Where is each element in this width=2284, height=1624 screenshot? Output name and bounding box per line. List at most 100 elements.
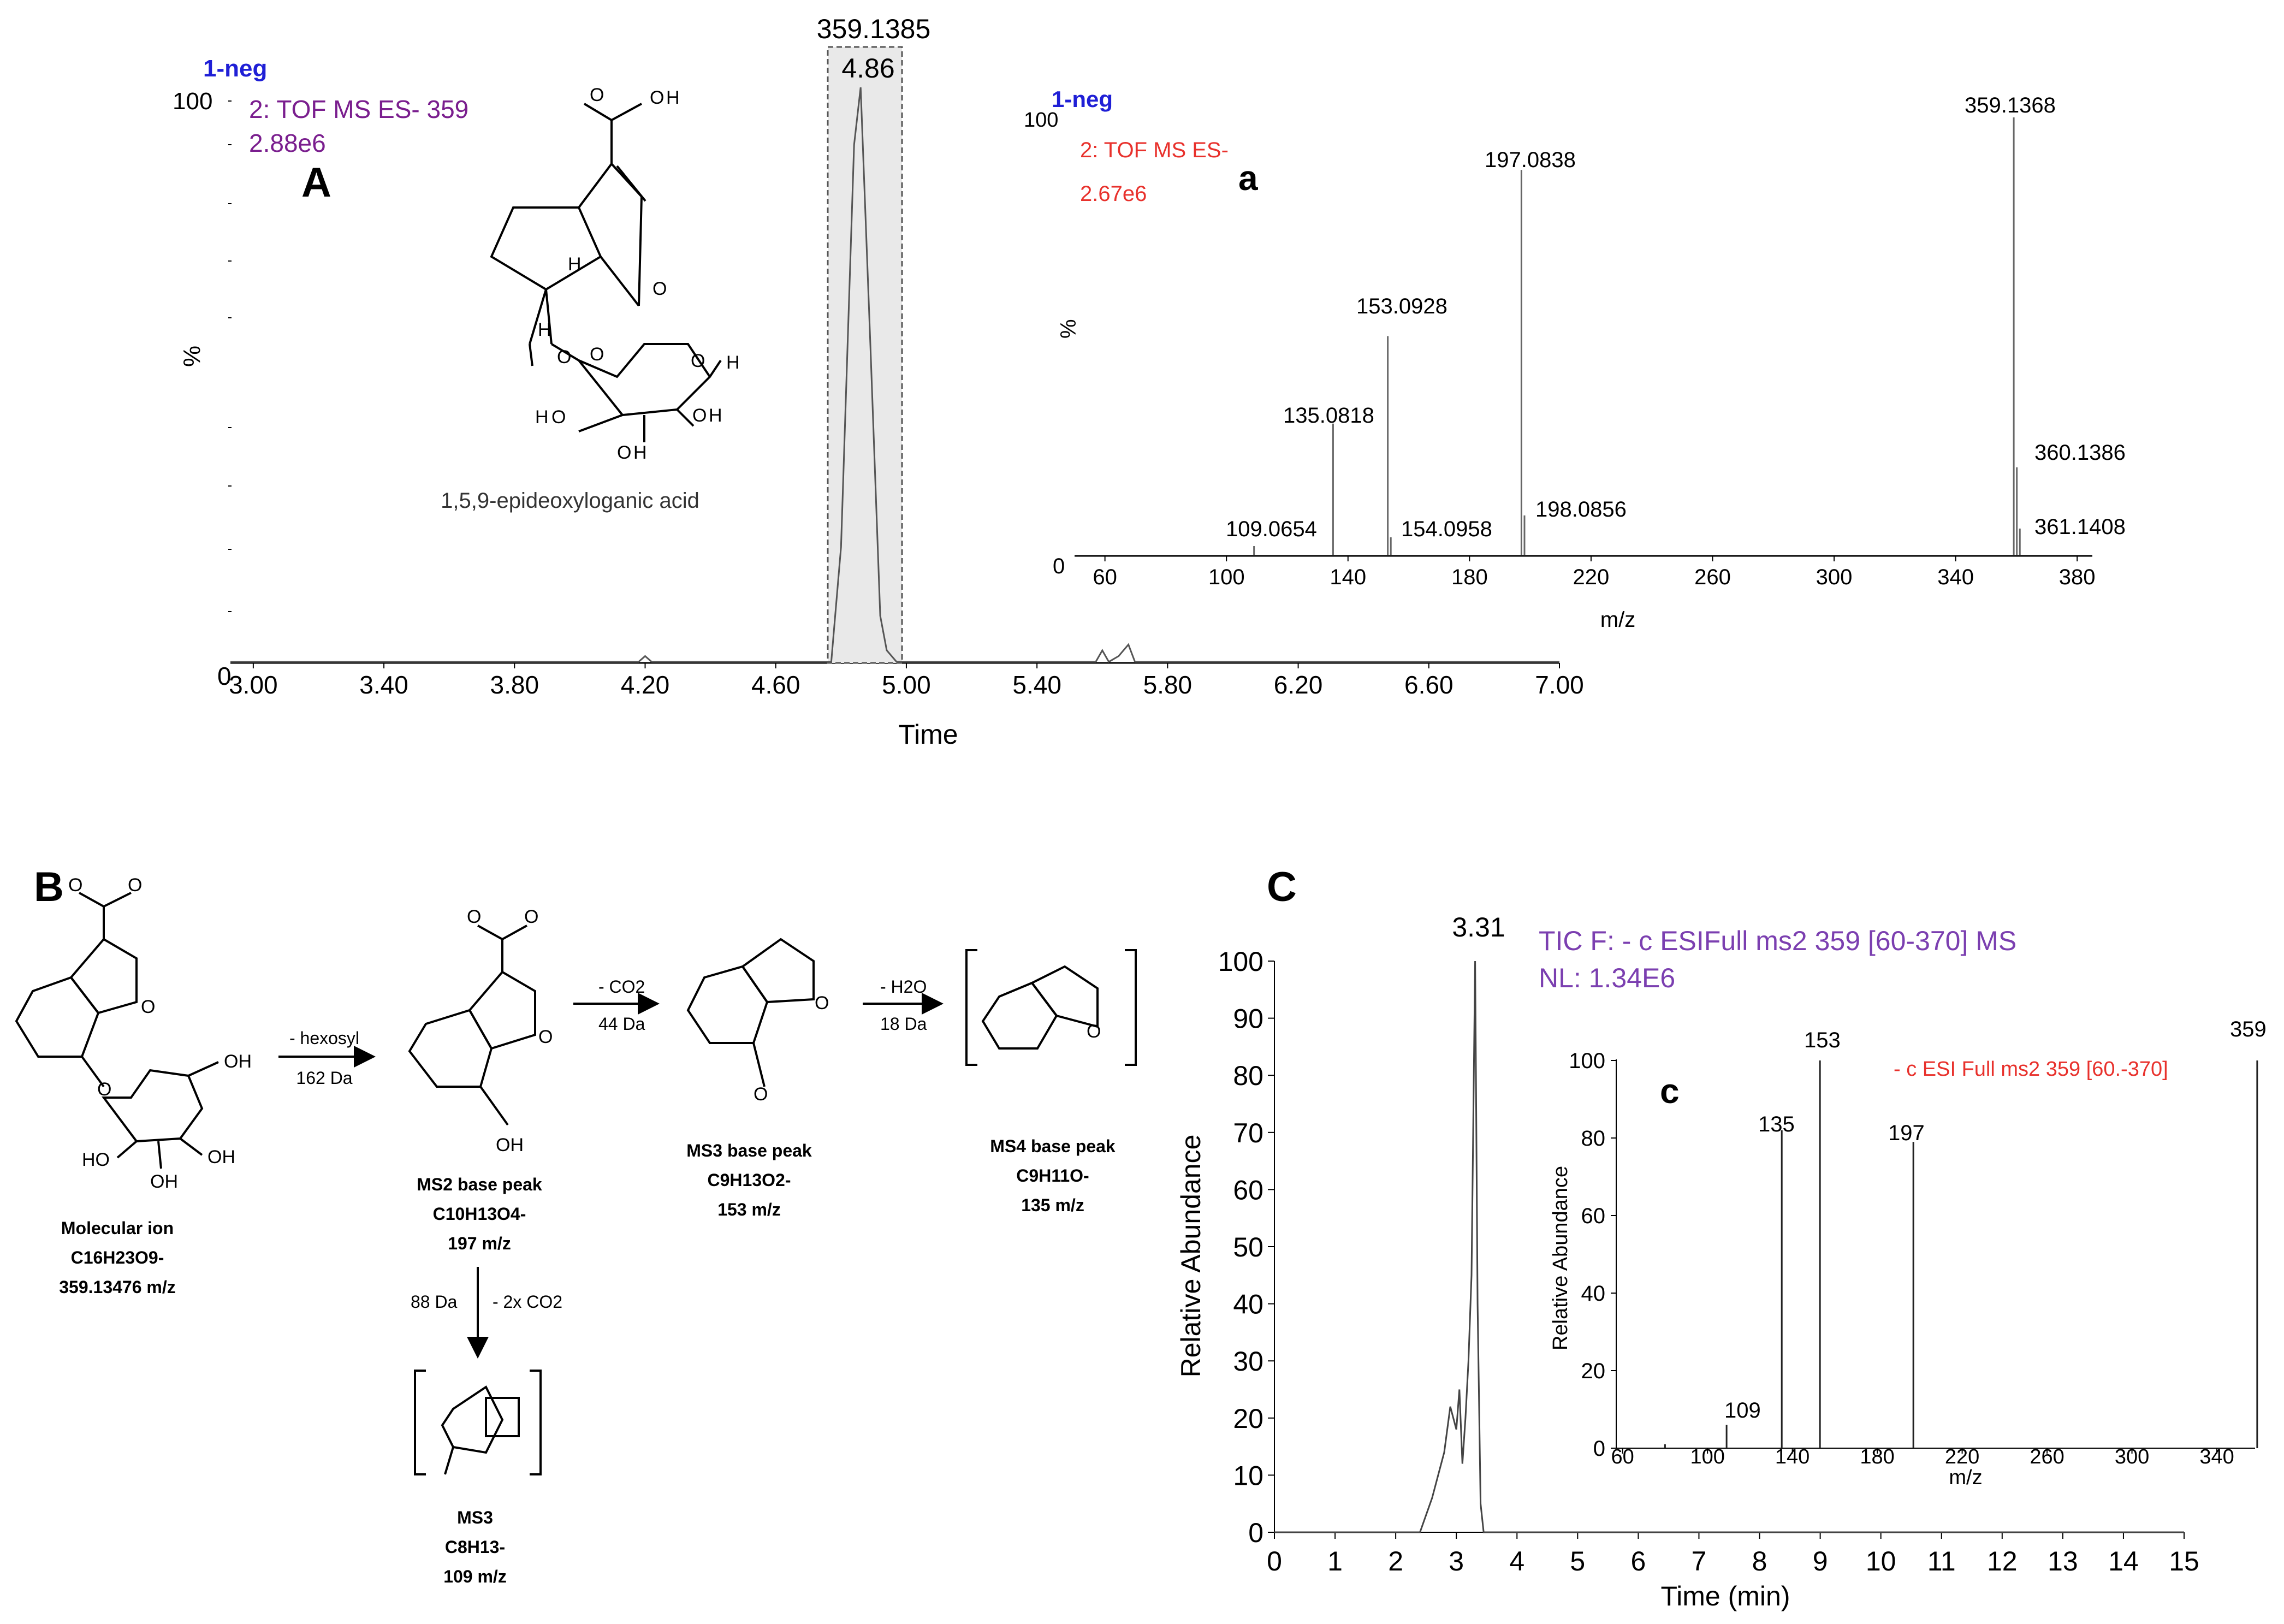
structure-ms3 xyxy=(686,938,815,1087)
molecular-ion-label: Molecular ion C16H23O9- 359.13476 m/z xyxy=(59,1218,176,1297)
svg-text:O: O xyxy=(557,347,571,368)
x-tick-label-c: 3 xyxy=(1449,1546,1464,1576)
x-tick-label-a-inset: 140 xyxy=(1330,565,1366,589)
svg-text:H: H xyxy=(535,407,549,428)
scan-label-c-inset: - c ESI Full ms2 359 [60.-370] xyxy=(1894,1058,2168,1081)
svg-text:H: H xyxy=(726,352,740,373)
y-tick-label-c: 60 xyxy=(1233,1175,1263,1205)
x-tick-label-c: 12 xyxy=(1987,1546,2018,1576)
svg-text:O: O xyxy=(652,278,667,299)
x-tick-label-a-inset: 300 xyxy=(1816,565,1853,589)
peak-label-109-0654: 109.0654 xyxy=(1226,517,1317,541)
x-tick-label-c: 0 xyxy=(1267,1546,1282,1576)
y-tick-label-c: 70 xyxy=(1233,1118,1263,1148)
molecular-ion-atoms: O O O O OH HO OH OH xyxy=(68,875,252,1192)
x-ticks-a-inset: 60 100 140 180 220 260 300 340 380 xyxy=(1093,556,2096,589)
peak-label-197-0838: 197.0838 xyxy=(1485,148,1576,172)
x-tick-label-a: 7.00 xyxy=(1535,671,1584,699)
y-tick-label-c: 80 xyxy=(1233,1060,1263,1091)
x-tick-label-c-inset: 180 xyxy=(1860,1445,1894,1468)
x-tick-label-a: 5.40 xyxy=(1012,671,1061,699)
y-zero-a-inset: 0 xyxy=(1053,554,1065,578)
svg-text:- 2x CO2: - 2x CO2 xyxy=(493,1292,562,1312)
svg-text:C9H13O2-: C9H13O2- xyxy=(708,1170,791,1190)
svg-text:MS4 base peak: MS4 base peak xyxy=(990,1136,1116,1156)
svg-text:O: O xyxy=(590,85,604,105)
svg-text:197 m/z: 197 m/z xyxy=(448,1234,511,1253)
x-title-a: Time xyxy=(898,719,958,750)
peak-label-197: 197 xyxy=(1888,1121,1925,1145)
ticks-c: 0 1 2 3 4 5 6 7 8 9 10 11 12 13 14 15010203040506070809… xyxy=(1218,946,2199,1576)
x-tick-label-c-inset: 60 xyxy=(1611,1445,1634,1468)
x-tick-label-a: 3.00 xyxy=(229,671,278,699)
x-tick-label-a: 4.20 xyxy=(621,671,670,699)
peak-label-360-1386: 360.1386 xyxy=(2034,441,2126,465)
peak-label-198-0856: 198.0856 xyxy=(1535,497,1627,521)
panel-b: B OO O O OH HO OH OH Molecular ion C16 xyxy=(15,864,1137,1586)
svg-text:MS2 base peak: MS2 base peak xyxy=(417,1175,542,1194)
y-tick-label-c: 100 xyxy=(1218,946,1263,977)
svg-text:O: O xyxy=(538,1027,553,1047)
x-tick-label-c: 6 xyxy=(1630,1546,1646,1576)
ms2-label: MS2 base peak C10H13O4- 197 m/z xyxy=(417,1175,542,1253)
y-tick-label-c: 30 xyxy=(1233,1346,1263,1377)
panel-a: 1-neg 100 2: TOF MS ES- 359 2.88e6 A % 0… xyxy=(173,14,1584,750)
x-tick-label-c-inset: 220 xyxy=(1945,1445,1979,1468)
y-unit-a-inset: % xyxy=(1057,319,1081,339)
svg-text:C10H13O4-: C10H13O4- xyxy=(433,1204,526,1224)
panel-letter-c: C xyxy=(1267,864,1297,910)
svg-text:O: O xyxy=(590,344,604,365)
x-tick-label-c-inset: 340 xyxy=(2199,1445,2234,1468)
peak-label-153-0928: 153.0928 xyxy=(1356,294,1447,318)
peak-label-153: 153 xyxy=(1804,1028,1841,1052)
x-tick-label-c: 8 xyxy=(1752,1546,1767,1576)
peak-label-135-0818: 135.0818 xyxy=(1283,404,1374,428)
x-tick-label-c: 4 xyxy=(1509,1546,1524,1576)
svg-text:O: O xyxy=(467,906,481,927)
svg-text:O: O xyxy=(692,405,707,426)
x-tick-label-c: 7 xyxy=(1692,1546,1707,1576)
x-tick-label-c: 10 xyxy=(1866,1546,1896,1576)
panel-c-inset: c - c ESI Full ms2 359 [60.-370] Relativ… xyxy=(1549,1017,2267,1489)
svg-text:44 Da: 44 Da xyxy=(598,1014,645,1034)
x-tick-label-c: 11 xyxy=(1927,1546,1956,1576)
x-tick-label-a: 6.20 xyxy=(1274,671,1323,699)
x-tick-label-c: 13 xyxy=(2048,1546,2078,1576)
x-tick-label-a-inset: 100 xyxy=(1208,565,1245,589)
structure-ms4 xyxy=(965,949,1137,1066)
svg-text:- CO2: - CO2 xyxy=(598,977,645,997)
y-top-label-a: 100 xyxy=(173,88,212,115)
x-tick-label-a-inset: 220 xyxy=(1573,565,1610,589)
svg-text:O: O xyxy=(141,997,155,1017)
x-title-a-inset: m/z xyxy=(1600,608,1635,632)
x-tick-label-a-inset: 340 xyxy=(1937,565,1974,589)
y-tick-label-c: 90 xyxy=(1233,1004,1263,1034)
svg-text:H: H xyxy=(538,319,551,340)
panel-letter-b: B xyxy=(34,864,64,910)
panel-a-inset: 1-neg 100 2: TOF MS ES- 2.67e6 a % 0 60 1… xyxy=(1024,86,2126,632)
svg-text:O: O xyxy=(650,87,664,108)
structure-epideoxyloganic-acid xyxy=(490,103,722,442)
svg-text:H: H xyxy=(709,405,722,426)
svg-text:OH: OH xyxy=(150,1171,178,1192)
svg-text:O: O xyxy=(68,875,82,896)
svg-text:O: O xyxy=(97,1079,111,1100)
y-tick-label-c-inset: 60 xyxy=(1581,1204,1606,1228)
svg-text:O: O xyxy=(128,875,142,896)
bars-c-inset xyxy=(1664,1060,2258,1448)
peak-labels-a-inset: 359.1368 197.0838 153.0928 135.0818 109.… xyxy=(1226,93,2126,541)
x-tick-label-c: 2 xyxy=(1388,1546,1403,1576)
x-tick-label-a: 6.60 xyxy=(1404,671,1454,699)
y-title-c: Relative Abundance xyxy=(1176,1135,1206,1378)
peak-label-359-1368: 359.1368 xyxy=(1965,93,2056,117)
tic-line2: NL: 1.34E6 xyxy=(1539,963,1675,993)
x-title-c-inset: m/z xyxy=(1949,1466,1982,1489)
peak-rt-label-a: 4.86 xyxy=(841,53,894,84)
svg-text:O: O xyxy=(754,1084,768,1105)
svg-text:109 m/z: 109 m/z xyxy=(443,1567,507,1586)
x-tick-label-a: 5.00 xyxy=(882,671,931,699)
chromatogram-trace-c xyxy=(1274,961,2184,1533)
svg-text:MS3: MS3 xyxy=(457,1508,493,1527)
y-tick-label-c: 0 xyxy=(1248,1518,1263,1548)
